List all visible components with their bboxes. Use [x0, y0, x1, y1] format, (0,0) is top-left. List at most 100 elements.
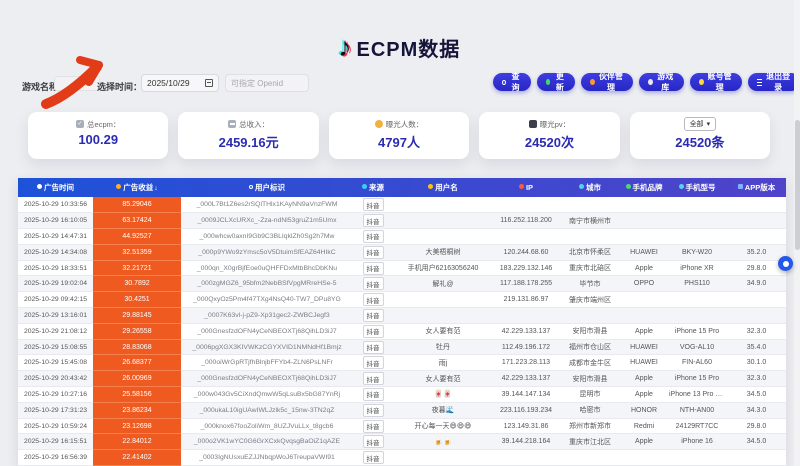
query-button[interactable]: 查询 [493, 72, 531, 92]
cell-ip [493, 197, 559, 214]
sort-desc-icon[interactable]: ↓ [154, 185, 158, 192]
cell-city: 南宁市横州市 [559, 212, 621, 230]
source-badge: 抖音 [362, 229, 384, 243]
stat-card-total-ecpm: 总ecpm： 100.29 [28, 112, 169, 159]
update-button[interactable]: 更新 [536, 72, 576, 92]
chart-icon [528, 120, 537, 128]
table-header-row: 广告时间 广告收益↓ 用户标识 来源 用户名 IP 城市 手机品牌 手机型号 A… [18, 178, 786, 197]
game-library-button[interactable]: 游戏库 [638, 72, 684, 92]
openid-input[interactable] [225, 74, 309, 92]
cell-version: 35.2.0 [727, 244, 786, 261]
source-badge: 抖音 [362, 435, 384, 449]
banknote-icon [228, 120, 237, 128]
cell-username [393, 197, 493, 214]
cell-ip: 116.252.118.200 [493, 212, 559, 230]
cell-user-id: _0007K63vl-j-pZ9-Xp31gec2-ZWBCJegf3 [181, 307, 353, 324]
date-input[interactable]: 2025/10/29 [141, 74, 219, 92]
cell-version: 29.8.0 [727, 260, 786, 277]
table-row: 2025-10-29 16:56:39 22.41402 _0003IgNUsxuE… [18, 449, 786, 466]
key-icon [698, 79, 704, 85]
cell-ip: 42.229.133.137 [493, 370, 559, 388]
cell-model: iPhone 13 Pro Max [667, 386, 727, 403]
table-row: 2025-10-29 09:42:15 30.4251 _000QxyOz5Pm4f… [18, 291, 786, 309]
cell-time: 2025-10-29 09:42:15 [18, 291, 93, 309]
cell-user-id: _000GnesfzdOFN4yCeNBEOXTj68QihLD3iJ7 [181, 370, 353, 388]
cell-time: 2025-10-29 10:33:56 [18, 197, 93, 214]
city-icon [579, 184, 584, 189]
cell-ip [493, 449, 559, 466]
cell-version [727, 197, 786, 214]
exposure-pv-value: 24520次 [524, 135, 574, 150]
cell-time: 2025-10-29 14:47:31 [18, 228, 93, 245]
cell-username [393, 228, 493, 245]
source-badge: 抖音 [362, 245, 384, 259]
cell-city: 安阳市滑县 [559, 370, 621, 388]
stat-card-record-count: 全部 ▾ 24520条 [629, 112, 771, 159]
partner-icon [590, 79, 596, 85]
cell-city: 北京市怀柔区 [559, 244, 621, 261]
people-icon [374, 120, 383, 128]
back-to-top-button[interactable] [778, 256, 793, 271]
cell-city: 毕节市 [559, 275, 621, 293]
cell-ip: 117.188.178.255 [493, 275, 559, 293]
stat-card-exposure-pv: 曝光pv： 24520次 [479, 112, 620, 159]
chevron-down-icon: ▾ [706, 121, 711, 128]
cell-time: 2025-10-29 10:27:16 [18, 386, 93, 403]
cell-time: 2025-10-29 15:45:08 [18, 354, 93, 372]
cell-version: 29.8.0 [727, 418, 786, 435]
partner-manage-button[interactable]: 伙伴管理 [581, 72, 633, 92]
select-time-label: 选择时间： [97, 82, 143, 92]
cell-brand [621, 449, 667, 466]
cell-revenue: 23.12698 [93, 418, 181, 435]
exposure-people-value: 4797人 [378, 135, 420, 150]
table-row: 2025-10-29 17:31:23 23.86234 _000ukaL10igU… [18, 402, 786, 419]
cell-source: 抖音 [353, 212, 393, 230]
calendar-icon[interactable] [205, 79, 213, 87]
cell-user-id: _000knox67fooZoliWm_8UZJVuLLx_t8gcb6 [181, 418, 353, 435]
cell-user-id: _0006pgXGX3KIVWKzCGYXVID1NMNdHf1Bmjz [181, 339, 353, 356]
col-header-ad-revenue[interactable]: 广告收益↓ [93, 178, 181, 197]
cell-revenue: 23.86234 [93, 402, 181, 419]
cell-source: 抖音 [353, 418, 393, 435]
scrollbar-thumb[interactable] [794, 120, 800, 250]
col-header-app-version: APP版本 [727, 178, 786, 197]
version-icon [737, 184, 743, 189]
logout-button[interactable]: 退出登录 [747, 72, 800, 92]
cell-user-id: _0009JCLXcURXc_-Zza-ndNl53gruZ1m5Umx [181, 212, 353, 230]
cell-ip: 171.223.28.113 [493, 354, 559, 372]
cell-model [667, 212, 727, 230]
stats-row: 总ecpm： 100.29 总收入： 2459.16元 曝光人数： 4797人 … [28, 112, 771, 159]
cell-brand: OPPO [621, 275, 667, 293]
cell-username [393, 449, 493, 466]
cell-source: 抖音 [353, 260, 393, 277]
cell-source: 抖音 [353, 339, 393, 356]
table-row: 2025-10-29 10:27:16 25.58156 _000w043Gv5Ci… [18, 386, 786, 403]
cell-user-id: _000w043Gv5CiXndQmwW5qLsuBx5bG87YnRj [181, 386, 353, 403]
cell-city [559, 228, 621, 245]
cell-username: 大美梧桐树 [393, 244, 493, 261]
cell-brand: Apple [621, 433, 667, 451]
cell-revenue: 44.92527 [93, 228, 181, 245]
cell-time: 2025-10-29 15:08:55 [18, 339, 93, 356]
game-name-input[interactable] [54, 76, 100, 91]
cell-model [667, 228, 727, 245]
cell-brand: Apple [621, 260, 667, 277]
page-scrollbar[interactable] [794, 0, 800, 466]
col-header-ip: IP [493, 178, 559, 197]
record-count-value: 24520条 [675, 135, 725, 150]
cell-model: PHS110 [667, 275, 727, 293]
col-header-city: 城市 [559, 178, 621, 197]
cell-brand: Apple [621, 386, 667, 403]
col-header-user-id: 用户标识 [181, 178, 353, 197]
cell-model [667, 291, 727, 309]
source-badge: 抖音 [362, 419, 384, 433]
cell-time: 2025-10-29 16:15:51 [18, 433, 93, 451]
account-manage-button[interactable]: 账号管理 [689, 72, 742, 92]
table-row: 2025-10-29 20:43:42 26.00969 _000GnesfzdOF… [18, 370, 786, 388]
table-row: 2025-10-29 14:34:08 32.51359 _000p9YWo9zYm… [18, 244, 786, 261]
cell-brand [621, 228, 667, 245]
cell-version [727, 307, 786, 324]
total-income-value: 2459.16元 [218, 135, 279, 150]
toolbar: 查询 更新 伙伴管理 游戏库 账号管理 退出登录 [493, 72, 800, 92]
filter-select[interactable]: 全部 ▾ [683, 117, 717, 131]
